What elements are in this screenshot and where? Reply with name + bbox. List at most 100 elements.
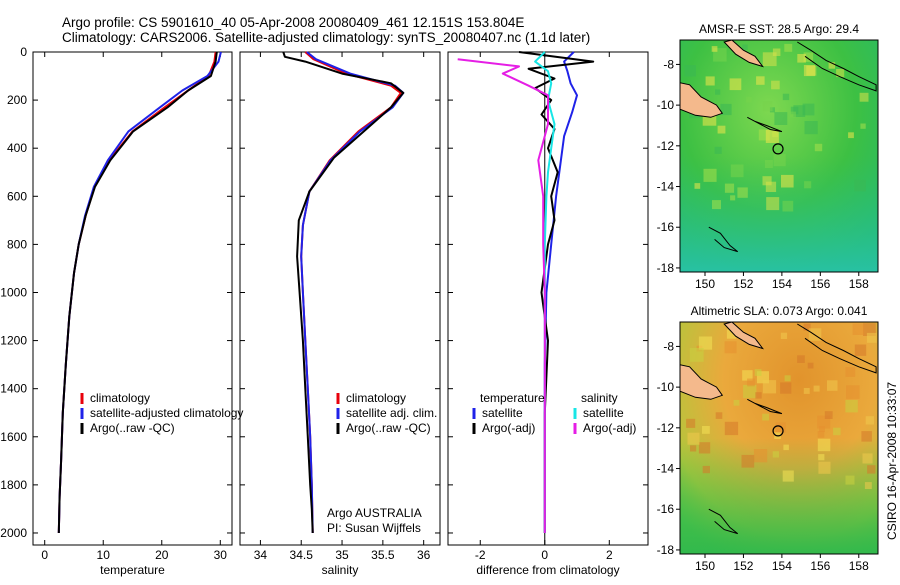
map-pixel (747, 378, 755, 387)
map-pixel (782, 200, 794, 212)
map-pixel (783, 444, 789, 451)
map-pixel (762, 176, 772, 186)
map-pixel (779, 108, 786, 115)
map-pixel (817, 431, 825, 438)
y-tick-label: -16 (657, 220, 675, 234)
map-pixel (854, 344, 867, 356)
x-tick-label: 2 (606, 548, 613, 562)
x-axis-label: difference from climatology (476, 563, 619, 577)
legend-entry: climatology (346, 391, 406, 405)
legend-entry: satellite-adjusted climatology (90, 406, 243, 420)
map-pixel (729, 78, 742, 91)
map-sla_map: 150 152 154 156 158 -8 -10 -12 -14 -16 -18 Altimetr… (657, 304, 879, 573)
argo-position-marker (772, 425, 784, 437)
map-pixel (756, 76, 765, 85)
map-pixel (864, 482, 872, 489)
x-axis-label: salinity (322, 563, 359, 577)
y-tick-label: 1600 (0, 430, 27, 444)
map-pixel (833, 427, 841, 436)
y-tick-label: -14 (657, 462, 675, 476)
y-tick-label: -18 (657, 261, 675, 275)
y-tick-label: 800 (7, 237, 27, 251)
map-pixel (807, 362, 814, 369)
map-pixel (854, 179, 866, 192)
y-tick-label: -16 (657, 502, 675, 516)
map-pixel (784, 43, 793, 52)
y-tick-label: -12 (657, 139, 675, 153)
panel-frame (447, 51, 649, 546)
map-pixel (694, 183, 701, 189)
map-pixel (742, 370, 753, 381)
map-pixel (762, 101, 773, 112)
map-pixel (717, 125, 726, 134)
legend-entry: satellite (482, 406, 523, 420)
x-tick-label: 0 (41, 548, 48, 562)
series-line-red (300, 51, 402, 534)
legend-entry: satellite (583, 406, 624, 420)
map-pixel (828, 62, 836, 69)
x-tick-label: 20 (155, 548, 169, 562)
x-tick-label: 152 (733, 277, 753, 291)
y-tick-label: 1800 (0, 478, 27, 492)
map-pixel (715, 89, 721, 95)
map-pixel (772, 451, 779, 458)
map-pixel (804, 181, 812, 189)
figure-title-line1: Argo profile: CS 5901610_40 05-Apr-2008 … (62, 15, 524, 30)
map-title: Altimetric SLA: 0.073 Argo: 0.041 (691, 304, 868, 318)
map-pixel (802, 103, 815, 116)
map-pixel (818, 461, 831, 474)
map-pixel (726, 329, 737, 339)
map-pixel (724, 183, 735, 193)
map-pixel (797, 355, 805, 363)
y-tick-label: 1000 (0, 285, 27, 299)
coast-louisiade (747, 398, 783, 415)
map-pixel (803, 52, 814, 62)
y-tick-label: 1400 (0, 382, 27, 396)
figure-title-line2: Climatology: CARS2006. Satellite-adjuste… (62, 30, 590, 45)
y-tick-label: -10 (657, 98, 675, 112)
land-new-britain (723, 40, 765, 68)
x-tick-label: 36 (417, 548, 431, 562)
map-pixel (765, 181, 777, 192)
map-pixel (715, 412, 723, 419)
map-pixel (867, 465, 876, 474)
map-pixel (775, 422, 786, 433)
map-pixel (845, 400, 858, 413)
y-tick-label: -12 (657, 421, 675, 435)
map-pixel (863, 323, 876, 336)
y-tick-label: 2000 (0, 526, 27, 540)
panel-frame (239, 51, 441, 546)
series-line-blue (57, 51, 222, 534)
map-pixel (771, 80, 780, 90)
map-pixel (687, 432, 700, 445)
map-pixel (790, 111, 796, 118)
x-tick-label: 150 (695, 277, 715, 291)
x-axis-label: temperature (100, 563, 165, 577)
argo-position-marker (772, 143, 784, 155)
panel-salinity: 34 34.5 35 35.5 36 salinity climatologysatelli… (239, 51, 441, 577)
annotation-line: PI: Susan Wijffels (327, 521, 421, 535)
series-line-black (518, 51, 595, 533)
map-field (680, 322, 878, 554)
x-tick-label: 158 (849, 277, 869, 291)
y-tick-label: 0 (20, 45, 27, 59)
map-pixel (845, 475, 855, 485)
map-pixel (724, 341, 737, 354)
map-pixel (712, 200, 721, 210)
map-title: AMSR-E SST: 28.5 Argo: 29.4 (699, 22, 859, 36)
map-pixel (733, 399, 740, 406)
map-pixel (730, 164, 744, 178)
map-pixel (686, 418, 696, 428)
map-field (680, 40, 878, 272)
map-pixel (684, 65, 696, 77)
coast-louisiade (747, 116, 783, 133)
series-line-blue (300, 51, 405, 534)
map-pixel (813, 385, 820, 392)
map-pixel (780, 382, 792, 394)
map-pixel (845, 367, 856, 377)
map-pixel (865, 416, 874, 425)
x-tick-label: 35 (335, 548, 349, 562)
coast-solomon-islands (797, 41, 877, 92)
legend-entry: climatology (90, 391, 150, 405)
map-pixel (698, 442, 711, 454)
